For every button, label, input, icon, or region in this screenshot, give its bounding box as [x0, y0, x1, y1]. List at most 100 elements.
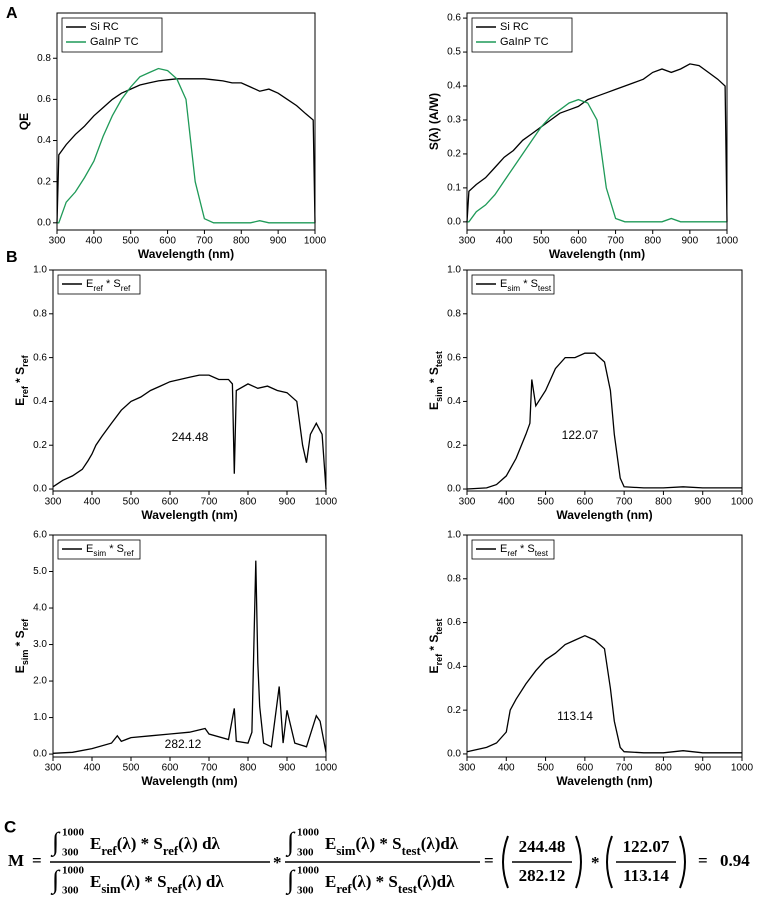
- integral: ∫: [285, 865, 296, 895]
- y-tick-label: 0.0: [33, 749, 47, 760]
- data-line: [466, 63, 728, 222]
- x-tick-label: 400: [498, 497, 515, 508]
- x-tick-label: 300: [45, 497, 62, 508]
- annotation: 113.14: [557, 709, 593, 723]
- y-tick-label: 0.2: [447, 440, 461, 451]
- data-line: [52, 560, 327, 754]
- x-tick-label: 700: [201, 763, 218, 774]
- x-tick-label: 700: [196, 236, 213, 247]
- number: 244.48: [519, 837, 566, 856]
- y-axis-label: Eref * Stest: [427, 619, 444, 674]
- x-tick-label: 1000: [716, 236, 739, 247]
- integrand: Esim(λ) * Stest(λ)dλ: [325, 834, 459, 858]
- x-axis-label: Wavelength (nm): [141, 508, 237, 522]
- integral: ∫: [285, 827, 296, 857]
- x-tick-label: 600: [577, 763, 594, 774]
- formula-result: 0.94: [720, 851, 750, 870]
- formula-lhs: M: [8, 851, 24, 870]
- x-tick-label: 400: [496, 236, 513, 247]
- legend-box: [471, 274, 555, 295]
- integrand: Eref(λ) * Sref(λ) dλ: [90, 834, 221, 858]
- panel-label: B: [6, 249, 18, 266]
- x-tick-label: 900: [270, 236, 287, 247]
- y-tick-label: 0.0: [447, 749, 461, 760]
- y-tick-label: 5.0: [33, 566, 47, 577]
- x-tick-label: 600: [162, 497, 179, 508]
- plot-frame: [466, 12, 728, 231]
- x-tick-label: 400: [84, 497, 101, 508]
- y-tick-label: 1.0: [447, 530, 461, 541]
- x-tick-label: 800: [233, 236, 250, 247]
- y-tick-label: 0.2: [33, 440, 47, 451]
- x-tick-label: 500: [123, 497, 140, 508]
- data-line: [52, 374, 327, 490]
- x-tick-label: 300: [45, 763, 62, 774]
- legend-box: [57, 539, 141, 560]
- y-tick-label: 0.2: [447, 705, 461, 716]
- limit: 1000: [62, 865, 85, 877]
- y-tick-label: 1.0: [447, 265, 461, 276]
- x-tick-label: 700: [616, 763, 633, 774]
- limit: 300: [62, 847, 79, 859]
- y-tick-label: 0.4: [33, 396, 47, 407]
- x-tick-label: 900: [279, 497, 296, 508]
- x-axis-label: Wavelength (nm): [141, 774, 237, 788]
- x-tick-label: 300: [459, 763, 476, 774]
- plot-frame: [466, 534, 743, 758]
- x-tick-label: 500: [122, 236, 139, 247]
- integral: ∫: [50, 865, 61, 895]
- chart: 300 400 500 600 700 800 900 1000 0.0 0.2 0.4 0.6 0.8…: [427, 265, 753, 523]
- x-axis-label: Wavelength (nm): [556, 774, 652, 788]
- y-tick-label: 0.4: [37, 135, 51, 146]
- y-tick-label: 0.2: [37, 176, 51, 187]
- chart: 300 400 500 600 700 800 900 1000 0.0 0.1 0.2 0.3 0.4…: [427, 12, 739, 261]
- x-tick-label: 600: [162, 763, 179, 774]
- x-tick-label: 400: [86, 236, 103, 247]
- limit: 1000: [62, 827, 85, 839]
- operator: *: [273, 853, 282, 872]
- legend-label: GaInP TC: [500, 36, 549, 48]
- x-tick-label: 700: [607, 236, 624, 247]
- x-tick-label: 500: [123, 763, 140, 774]
- integrand: Esim(λ) * Sref(λ) dλ: [90, 872, 224, 896]
- y-tick-label: 0.1: [447, 183, 461, 194]
- y-tick-label: 0.6: [33, 352, 47, 363]
- integrand: Eref(λ) * Stest(λ)dλ: [325, 872, 455, 896]
- formula: C M = ∫ 1000 300 Eref(λ) * Sref(λ) dλ ∫ …: [4, 817, 750, 896]
- y-tick-label: 0.6: [447, 617, 461, 628]
- x-axis-label: Wavelength (nm): [549, 247, 645, 261]
- x-tick-label: 900: [694, 763, 711, 774]
- y-tick-label: 0.5: [447, 47, 461, 58]
- y-tick-label: 0.8: [447, 308, 461, 319]
- y-tick-label: 0.0: [37, 217, 51, 228]
- data-line: [466, 352, 742, 490]
- y-tick-label: 0.8: [37, 53, 51, 64]
- y-axis-label: Esim * Stest: [427, 351, 444, 410]
- data-line: [56, 78, 316, 223]
- y-tick-label: 0.8: [447, 573, 461, 584]
- legend-box: [61, 17, 163, 53]
- chart: 300 400 500 600 700 800 900 1000 0.0 0.2 0.4 0.6 0.8…: [427, 530, 753, 789]
- y-tick-label: 0.4: [447, 81, 461, 92]
- plot-frame: [466, 269, 743, 492]
- x-tick-label: 1000: [304, 236, 327, 247]
- paren: [502, 835, 509, 889]
- paren: [679, 835, 686, 889]
- x-tick-label: 1000: [315, 497, 338, 508]
- y-axis-label: Esim * Sref: [13, 618, 30, 673]
- legend-label: Si RC: [90, 21, 119, 33]
- integral: ∫: [50, 827, 61, 857]
- y-axis-label: S(λ) (A/W): [427, 93, 441, 150]
- operator: =: [484, 851, 494, 870]
- limit: 1000: [297, 827, 320, 839]
- operator: =: [698, 851, 708, 870]
- y-tick-label: 0.8: [33, 308, 47, 319]
- paren: [575, 835, 582, 889]
- y-tick-label: 0.3: [447, 115, 461, 126]
- legend-box: [57, 274, 141, 295]
- plot-frame: [52, 534, 327, 758]
- x-tick-label: 900: [694, 497, 711, 508]
- x-tick-label: 1000: [315, 763, 338, 774]
- x-tick-label: 900: [682, 236, 699, 247]
- x-tick-label: 400: [84, 763, 101, 774]
